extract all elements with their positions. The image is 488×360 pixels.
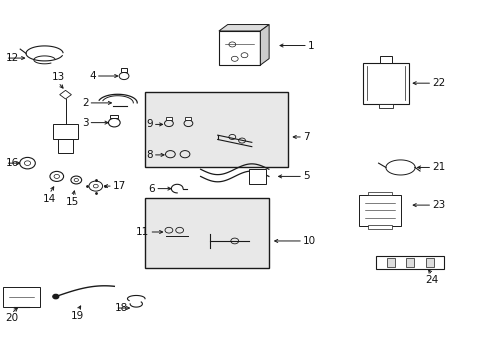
Text: 15: 15 xyxy=(66,197,80,207)
Polygon shape xyxy=(60,90,71,99)
Text: 22: 22 xyxy=(431,78,445,88)
Text: 24: 24 xyxy=(425,275,438,285)
Bar xyxy=(367,192,391,195)
Bar xyxy=(375,256,444,269)
Text: 2: 2 xyxy=(81,98,88,108)
Polygon shape xyxy=(219,24,268,31)
Bar xyxy=(406,258,413,267)
Text: 3: 3 xyxy=(81,118,88,128)
Bar xyxy=(378,104,392,108)
Bar xyxy=(359,195,400,226)
Bar xyxy=(219,31,260,65)
Bar xyxy=(110,115,118,118)
Text: 11: 11 xyxy=(136,227,149,237)
Bar xyxy=(185,117,191,120)
Text: 9: 9 xyxy=(146,120,153,129)
Bar xyxy=(367,225,391,229)
Text: 12: 12 xyxy=(5,53,19,63)
Text: 6: 6 xyxy=(148,184,155,194)
Bar xyxy=(144,198,268,268)
Bar xyxy=(3,287,40,307)
Circle shape xyxy=(53,294,59,299)
Bar xyxy=(386,258,394,267)
Text: 21: 21 xyxy=(431,162,445,172)
Text: 4: 4 xyxy=(89,71,96,81)
Text: 16: 16 xyxy=(5,158,19,168)
Text: 5: 5 xyxy=(303,171,309,181)
Text: 7: 7 xyxy=(303,132,309,142)
Bar xyxy=(249,168,266,184)
Text: 10: 10 xyxy=(303,236,315,246)
Bar xyxy=(379,56,391,63)
Text: 19: 19 xyxy=(71,311,84,321)
Text: 8: 8 xyxy=(146,150,153,160)
Bar xyxy=(144,92,288,167)
Text: 14: 14 xyxy=(43,194,56,204)
Text: 17: 17 xyxy=(113,181,126,191)
Text: 20: 20 xyxy=(5,314,18,323)
Polygon shape xyxy=(260,24,268,65)
Bar xyxy=(58,139,73,153)
Text: 23: 23 xyxy=(431,200,445,210)
Text: 18: 18 xyxy=(115,303,128,313)
Bar xyxy=(165,117,171,120)
Bar xyxy=(53,125,78,139)
Text: 13: 13 xyxy=(52,72,65,82)
Bar xyxy=(425,258,433,267)
Text: 1: 1 xyxy=(307,41,314,50)
Bar xyxy=(362,63,408,104)
Bar xyxy=(121,68,127,72)
